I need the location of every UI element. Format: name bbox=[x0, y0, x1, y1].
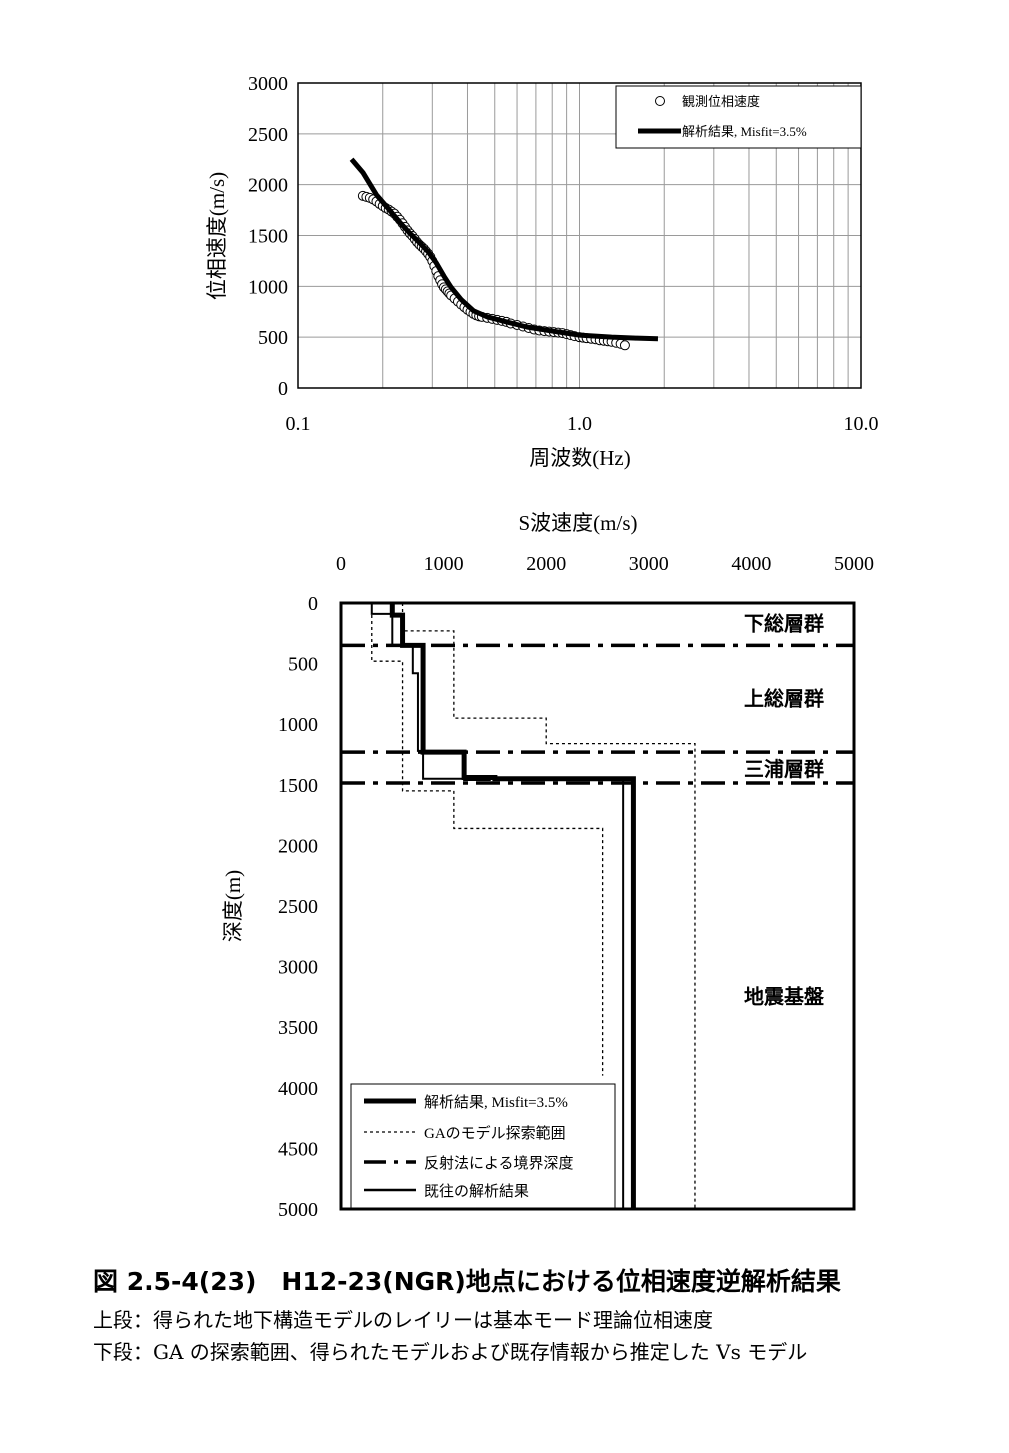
phase-velocity-chart: 0 500 1000 1500 2000 2500 3000 0.1 1.0 10.0 周波数(… bbox=[205, 73, 879, 470]
bottom-y-tick-label: 0 bbox=[308, 593, 318, 615]
top-plot-frame bbox=[297, 82, 862, 389]
bottom-x-tick-label: 1000 bbox=[424, 553, 464, 575]
bottom-x-tick-labels: 0 1000 2000 3000 4000 5000 bbox=[336, 553, 874, 575]
top-legend-box bbox=[615, 85, 862, 149]
bottom-y-tick-label: 3500 bbox=[278, 1017, 318, 1039]
top-x-tick-label: 10.0 bbox=[844, 413, 879, 435]
top-x-tick-labels: 0.1 1.0 10.0 bbox=[286, 413, 879, 435]
top-y-tick-label: 1000 bbox=[248, 276, 288, 298]
bottom-y-tick-label: 2500 bbox=[278, 896, 318, 918]
bottom-x-tick-label: 0 bbox=[336, 553, 346, 575]
figure-caption-line-1: 上段：得られた地下構造モデルのレイリーは基本モード理論位相速度 bbox=[93, 1308, 713, 1332]
bottom-y-tick-label: 4500 bbox=[278, 1138, 318, 1160]
bottom-x-tick-label: 2000 bbox=[526, 553, 566, 575]
top-y-tick-label: 1500 bbox=[248, 226, 288, 248]
s-wave-velocity-profile: S波速度(m/s) 0 1000 2000 3000 4000 5000 0 500 1000… bbox=[221, 511, 874, 1221]
legend-observed-marker bbox=[655, 96, 665, 106]
bottom-y-tick-label: 1500 bbox=[278, 775, 318, 797]
legend-analysis-label: 解析結果, Misfit=3.5% bbox=[682, 124, 807, 139]
bottom-y-tick-label: 2000 bbox=[278, 835, 318, 857]
bottom-x-tick-label: 4000 bbox=[731, 553, 771, 575]
legend-previous-label: 既往の解析結果 bbox=[424, 1183, 529, 1200]
observed-data-point bbox=[619, 340, 630, 351]
top-y-tick-label: 2000 bbox=[248, 175, 288, 197]
legend-ga-range-label: GAのモデル探索範囲 bbox=[424, 1124, 566, 1142]
top-y-tick-label: 0 bbox=[278, 378, 288, 400]
bottom-y-tick-label: 3000 bbox=[278, 957, 318, 979]
ga-search-range-min bbox=[371, 603, 604, 1076]
top-y-tick-labels: 0 500 1000 1500 2000 2500 3000 bbox=[248, 73, 288, 400]
bottom-x-tick-label: 5000 bbox=[834, 553, 874, 575]
top-legend: 観測位相速度 解析結果, Misfit=3.5% bbox=[615, 85, 862, 149]
legend-boundary-label: 反射法による境界深度 bbox=[424, 1154, 574, 1172]
analysis-result-line bbox=[349, 157, 659, 342]
top-x-tick-label: 1.0 bbox=[567, 413, 592, 435]
bottom-y-tick-label: 4000 bbox=[278, 1078, 318, 1100]
bottom-y-tick-label: 500 bbox=[288, 654, 318, 676]
boundary-lines bbox=[341, 643, 854, 785]
bottom-legend: 解析結果, Misfit=3.5% GAのモデル探索範囲 反射法による境界深度 … bbox=[350, 1083, 616, 1209]
bottom-y-tick-label: 5000 bbox=[278, 1199, 318, 1221]
top-y-axis-label: 位相速度(m/s) bbox=[205, 172, 229, 300]
bottom-plot-frame bbox=[339, 601, 856, 1211]
top-y-tick-label: 2500 bbox=[248, 124, 288, 146]
top-x-tick-label: 0.1 bbox=[286, 413, 311, 435]
layer-label: 上総層群 bbox=[744, 687, 824, 711]
bottom-y-axis-label: 深度(m) bbox=[221, 870, 245, 942]
legend-observed-label: 観測位相速度 bbox=[682, 94, 760, 109]
top-series-layer bbox=[349, 157, 659, 351]
ga-search-range-max bbox=[401, 603, 696, 1209]
bottom-legend-box bbox=[350, 1083, 616, 1209]
bottom-x-axis-label: S波速度(m/s) bbox=[518, 511, 637, 535]
bottom-x-tick-label: 3000 bbox=[629, 553, 669, 575]
figure-caption-title: 図 2.5-4(23) H12-23(NGR)地点における位相速度逆解析結果 bbox=[93, 1267, 841, 1296]
top-y-tick-label: 3000 bbox=[248, 73, 288, 95]
bottom-y-tick-label: 1000 bbox=[278, 714, 318, 736]
figure-caption-line-2: 下段：GA の探索範囲、得られたモデルおよび既存情報から推定した Vs モデル bbox=[93, 1340, 808, 1364]
layer-label: 三浦層群 bbox=[744, 757, 824, 781]
bottom-y-tick-labels: 0 500 1000 1500 2000 2500 3000 3500 4000 4500 5000 bbox=[278, 593, 318, 1221]
legend-analysis-result-label: 解析結果, Misfit=3.5% bbox=[424, 1094, 568, 1111]
top-y-tick-label: 500 bbox=[258, 327, 288, 349]
layer-label: 地震基盤 bbox=[744, 985, 825, 1009]
top-x-axis-label: 周波数(Hz) bbox=[529, 446, 630, 470]
layer-label: 下総層群 bbox=[744, 611, 824, 635]
